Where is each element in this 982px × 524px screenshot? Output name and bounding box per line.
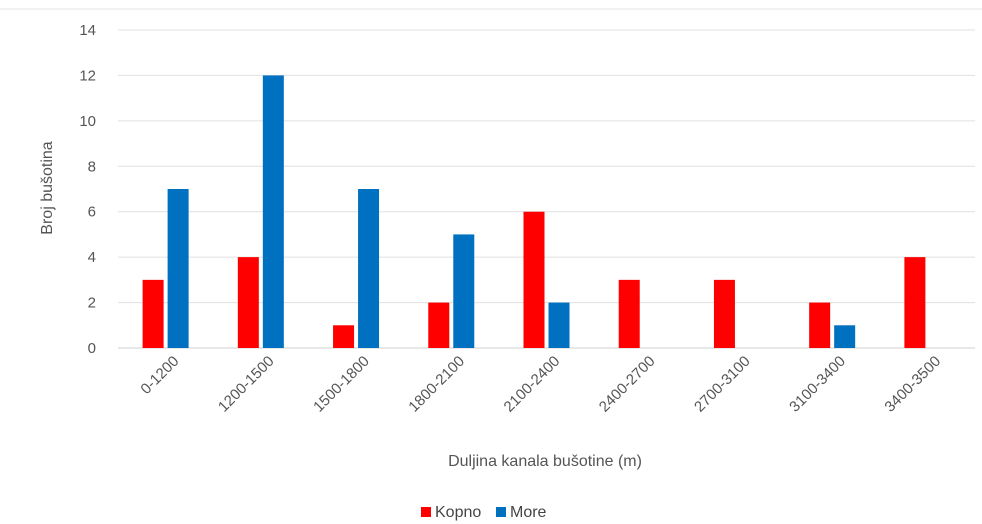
x-tick-label: 1200-1500	[215, 353, 278, 416]
bar-kopno	[904, 257, 926, 348]
bar-kopno	[428, 302, 450, 348]
y-tick-label: 0	[88, 340, 96, 357]
legend-label-more: More	[510, 504, 547, 521]
bar-more	[358, 189, 380, 348]
y-tick-label: 8	[88, 158, 96, 175]
legend-swatch-kopno	[421, 507, 431, 517]
bar-more	[167, 189, 189, 348]
y-tick-label: 2	[88, 295, 96, 312]
gridlines	[118, 29, 975, 349]
bars	[142, 75, 926, 348]
x-tick-label: 1500-1800	[310, 353, 373, 416]
bar-kopno	[333, 325, 355, 348]
y-axis-title: Broj bušotina	[39, 141, 56, 234]
x-tick-label: 0-1200	[137, 353, 182, 398]
bar-more	[548, 302, 570, 348]
x-tick-label: 2400-2700	[596, 353, 659, 416]
y-tick-label: 14	[79, 22, 96, 39]
bar-kopno	[618, 279, 640, 348]
legend: Kopno More	[421, 504, 547, 521]
y-tick-label: 4	[88, 249, 96, 266]
x-tick-label: 3400-3500	[881, 353, 944, 416]
bar-more	[453, 234, 475, 348]
bar-more	[262, 75, 284, 348]
legend-label-kopno: Kopno	[435, 504, 481, 521]
bar-more	[834, 325, 856, 348]
x-axis-title: Duljina kanala bušotine (m)	[448, 453, 642, 470]
y-tick-label: 6	[88, 204, 96, 221]
x-tick-label: 1800-2100	[405, 353, 468, 416]
x-tick-label: 2100-2400	[501, 353, 564, 416]
legend-swatch-more	[496, 507, 506, 517]
bar-kopno	[142, 279, 164, 348]
y-axis-ticks: 0 2 4 6 8 10 12 14	[79, 22, 96, 357]
y-tick-label: 12	[79, 67, 96, 84]
bar-kopno	[523, 211, 545, 348]
x-tick-label: 3100-3400	[786, 353, 849, 416]
bar-kopno	[809, 302, 831, 348]
y-tick-label: 10	[79, 113, 96, 130]
x-tick-label: 2700-3100	[691, 353, 754, 416]
bar-kopno	[237, 257, 259, 348]
x-axis-ticks: 0-1200 1200-1500 1500-1800 1800-2100 2100-24…	[137, 353, 944, 416]
bar-kopno	[713, 279, 735, 348]
